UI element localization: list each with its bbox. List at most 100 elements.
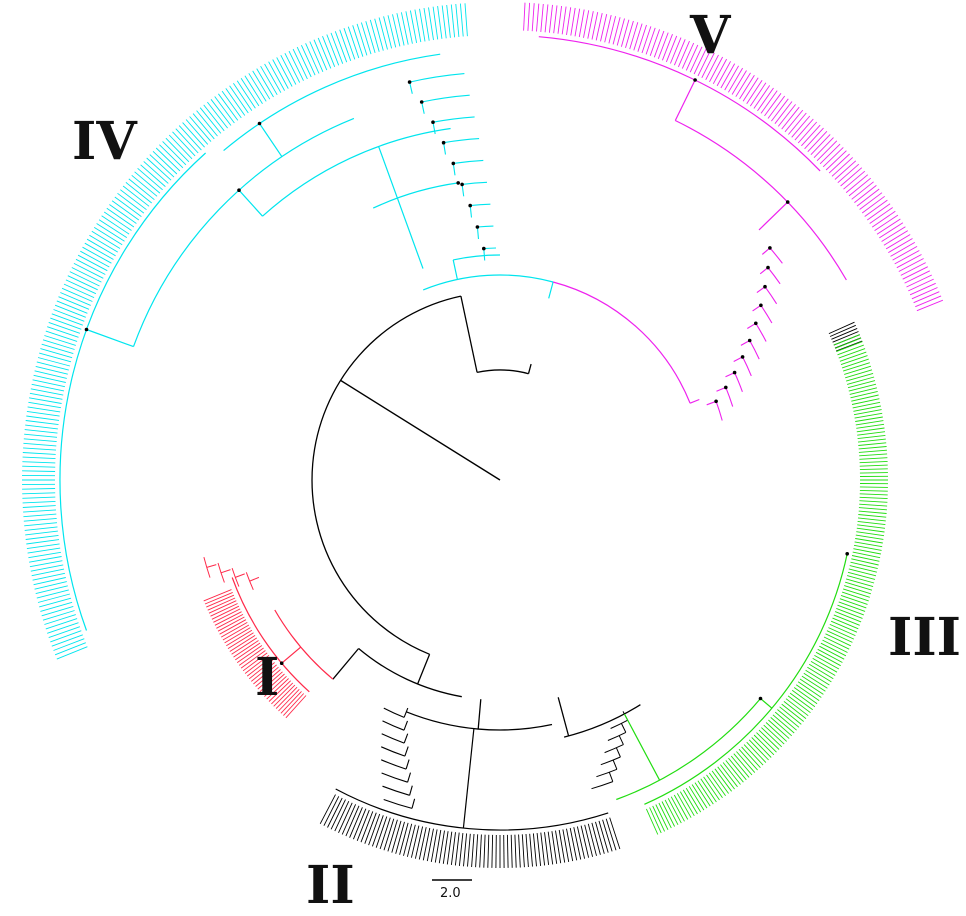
branch-arc: [60, 153, 206, 631]
clade-iv-leaf: [42, 344, 74, 353]
clade-v-leaf: [650, 29, 659, 55]
branch-arc: [601, 757, 621, 765]
clade-v-leaf: [670, 38, 681, 64]
clade-ii-leaf: [392, 821, 401, 853]
clade-ii-leaf: [468, 834, 471, 867]
clade-iv-leaf: [433, 7, 438, 40]
branch: [333, 649, 359, 680]
clade-iii-leaf: [744, 745, 763, 766]
clade-ii-leaf: [320, 795, 335, 824]
clade-iv-leaf: [23, 453, 56, 455]
node-dot: [733, 371, 737, 375]
clade-i-leaf: [206, 595, 234, 607]
node-dot: [468, 204, 472, 208]
branch-arc: [765, 287, 777, 304]
clade-iii-leaf: [759, 730, 779, 749]
clade-iii-leaf: [846, 579, 873, 587]
clade-iv-leaf: [35, 582, 67, 590]
clade-iii-leaf: [844, 366, 871, 374]
node-dot: [482, 247, 486, 251]
clade-iv-leaf: [47, 623, 78, 634]
clade-iii-leaf: [739, 749, 758, 770]
clade-iv-leaf: [46, 619, 77, 629]
clade-v-leaf: [678, 41, 689, 67]
clade-ii-leaf: [459, 833, 463, 866]
clade-iv-leaf: [456, 4, 459, 37]
clade-iii-leaf: [857, 528, 885, 532]
clade-v-leaf: [567, 7, 571, 35]
clade-iii-leaf: [858, 443, 886, 446]
clade-iii-leaf: [846, 373, 873, 381]
clade-iv-leaf: [222, 91, 241, 118]
clade-iv-leaf: [118, 193, 144, 213]
clade-iii-leaf: [780, 707, 802, 725]
clade-iii-leaf: [720, 765, 737, 787]
clade-iv-leaf: [26, 416, 59, 420]
branch-arc: [218, 563, 224, 583]
clade-iv-leaf: [40, 602, 72, 611]
clade-iv-leaf: [24, 439, 57, 442]
branch-arc: [726, 387, 733, 406]
clade-iv-leaf: [28, 548, 61, 553]
node-dot: [714, 400, 718, 404]
clade-ii-leaf: [548, 832, 553, 865]
clade-iii-leaf: [742, 747, 761, 768]
branch-arc: [616, 699, 760, 800]
branch-arc: [275, 610, 333, 679]
clade-iii-leaf: [859, 458, 887, 460]
clade-iv-leaf: [230, 86, 249, 113]
branch: [478, 699, 481, 729]
clade-v-leaf: [646, 28, 655, 55]
node-dot: [431, 120, 435, 124]
clade-iii-leaf: [775, 712, 796, 730]
branch-arc: [246, 572, 253, 590]
branch-arc: [444, 139, 480, 143]
branch-arc: [384, 708, 404, 717]
clade-iii-leaf: [844, 586, 871, 594]
branch-arc: [373, 183, 458, 208]
backbone-arc-left: [312, 296, 461, 654]
clade-ii-leaf: [455, 833, 459, 866]
clade-iv-leaf: [37, 590, 69, 598]
clade-i-leaf: [212, 606, 239, 619]
clade-iii-leaf: [709, 773, 725, 796]
clade-iv-leaf: [353, 25, 363, 56]
clade-iv-leaf: [147, 158, 171, 180]
clade-iv-leaf: [115, 197, 142, 217]
clade-v-leaf: [549, 5, 552, 33]
clade-ii-leaf: [411, 826, 419, 858]
clade-iv-leaf: [348, 27, 359, 58]
scale-bar-label: 2.0: [440, 886, 461, 901]
clade-iii-leaf: [859, 504, 887, 506]
clade-iv-leaf: [27, 544, 60, 549]
clade-iv-leaf: [28, 402, 61, 407]
clade-v-leaf: [630, 22, 638, 49]
clade-iii-leaf: [718, 767, 735, 789]
branch-arc: [750, 341, 760, 360]
clade-iii-leaf: [796, 685, 819, 701]
clade-iv-leaf: [200, 108, 221, 134]
clade-i-leaf: [211, 604, 238, 617]
clade-v-leaf: [912, 288, 938, 299]
clade-iii-branches: [616, 335, 888, 835]
clade-ii-leaf: [537, 833, 541, 866]
clade-v-leaf: [562, 7, 566, 35]
clade-iv-leaf: [25, 531, 58, 535]
clade-ii-leaf: [400, 823, 409, 855]
clade-ii-leaf: [577, 827, 584, 859]
clade-i-leaf: [216, 614, 243, 628]
branch-arc: [263, 129, 451, 217]
clade-ii-leaf: [488, 835, 489, 868]
clade-iii-leaf: [715, 769, 732, 792]
clade-iii-leaf: [851, 562, 878, 568]
clade-iv-leaf: [23, 501, 56, 503]
clade-iii-leaf: [804, 673, 828, 688]
clade-iii-leaf: [857, 432, 885, 436]
branch-arc: [453, 255, 500, 260]
clade-label-i: I: [255, 652, 279, 704]
branch-arc: [770, 248, 783, 263]
node-dot: [845, 552, 849, 556]
clade-iv-leaf: [226, 88, 245, 115]
clade-iv-leaf: [193, 114, 214, 139]
clade-v-leaf: [908, 279, 933, 291]
